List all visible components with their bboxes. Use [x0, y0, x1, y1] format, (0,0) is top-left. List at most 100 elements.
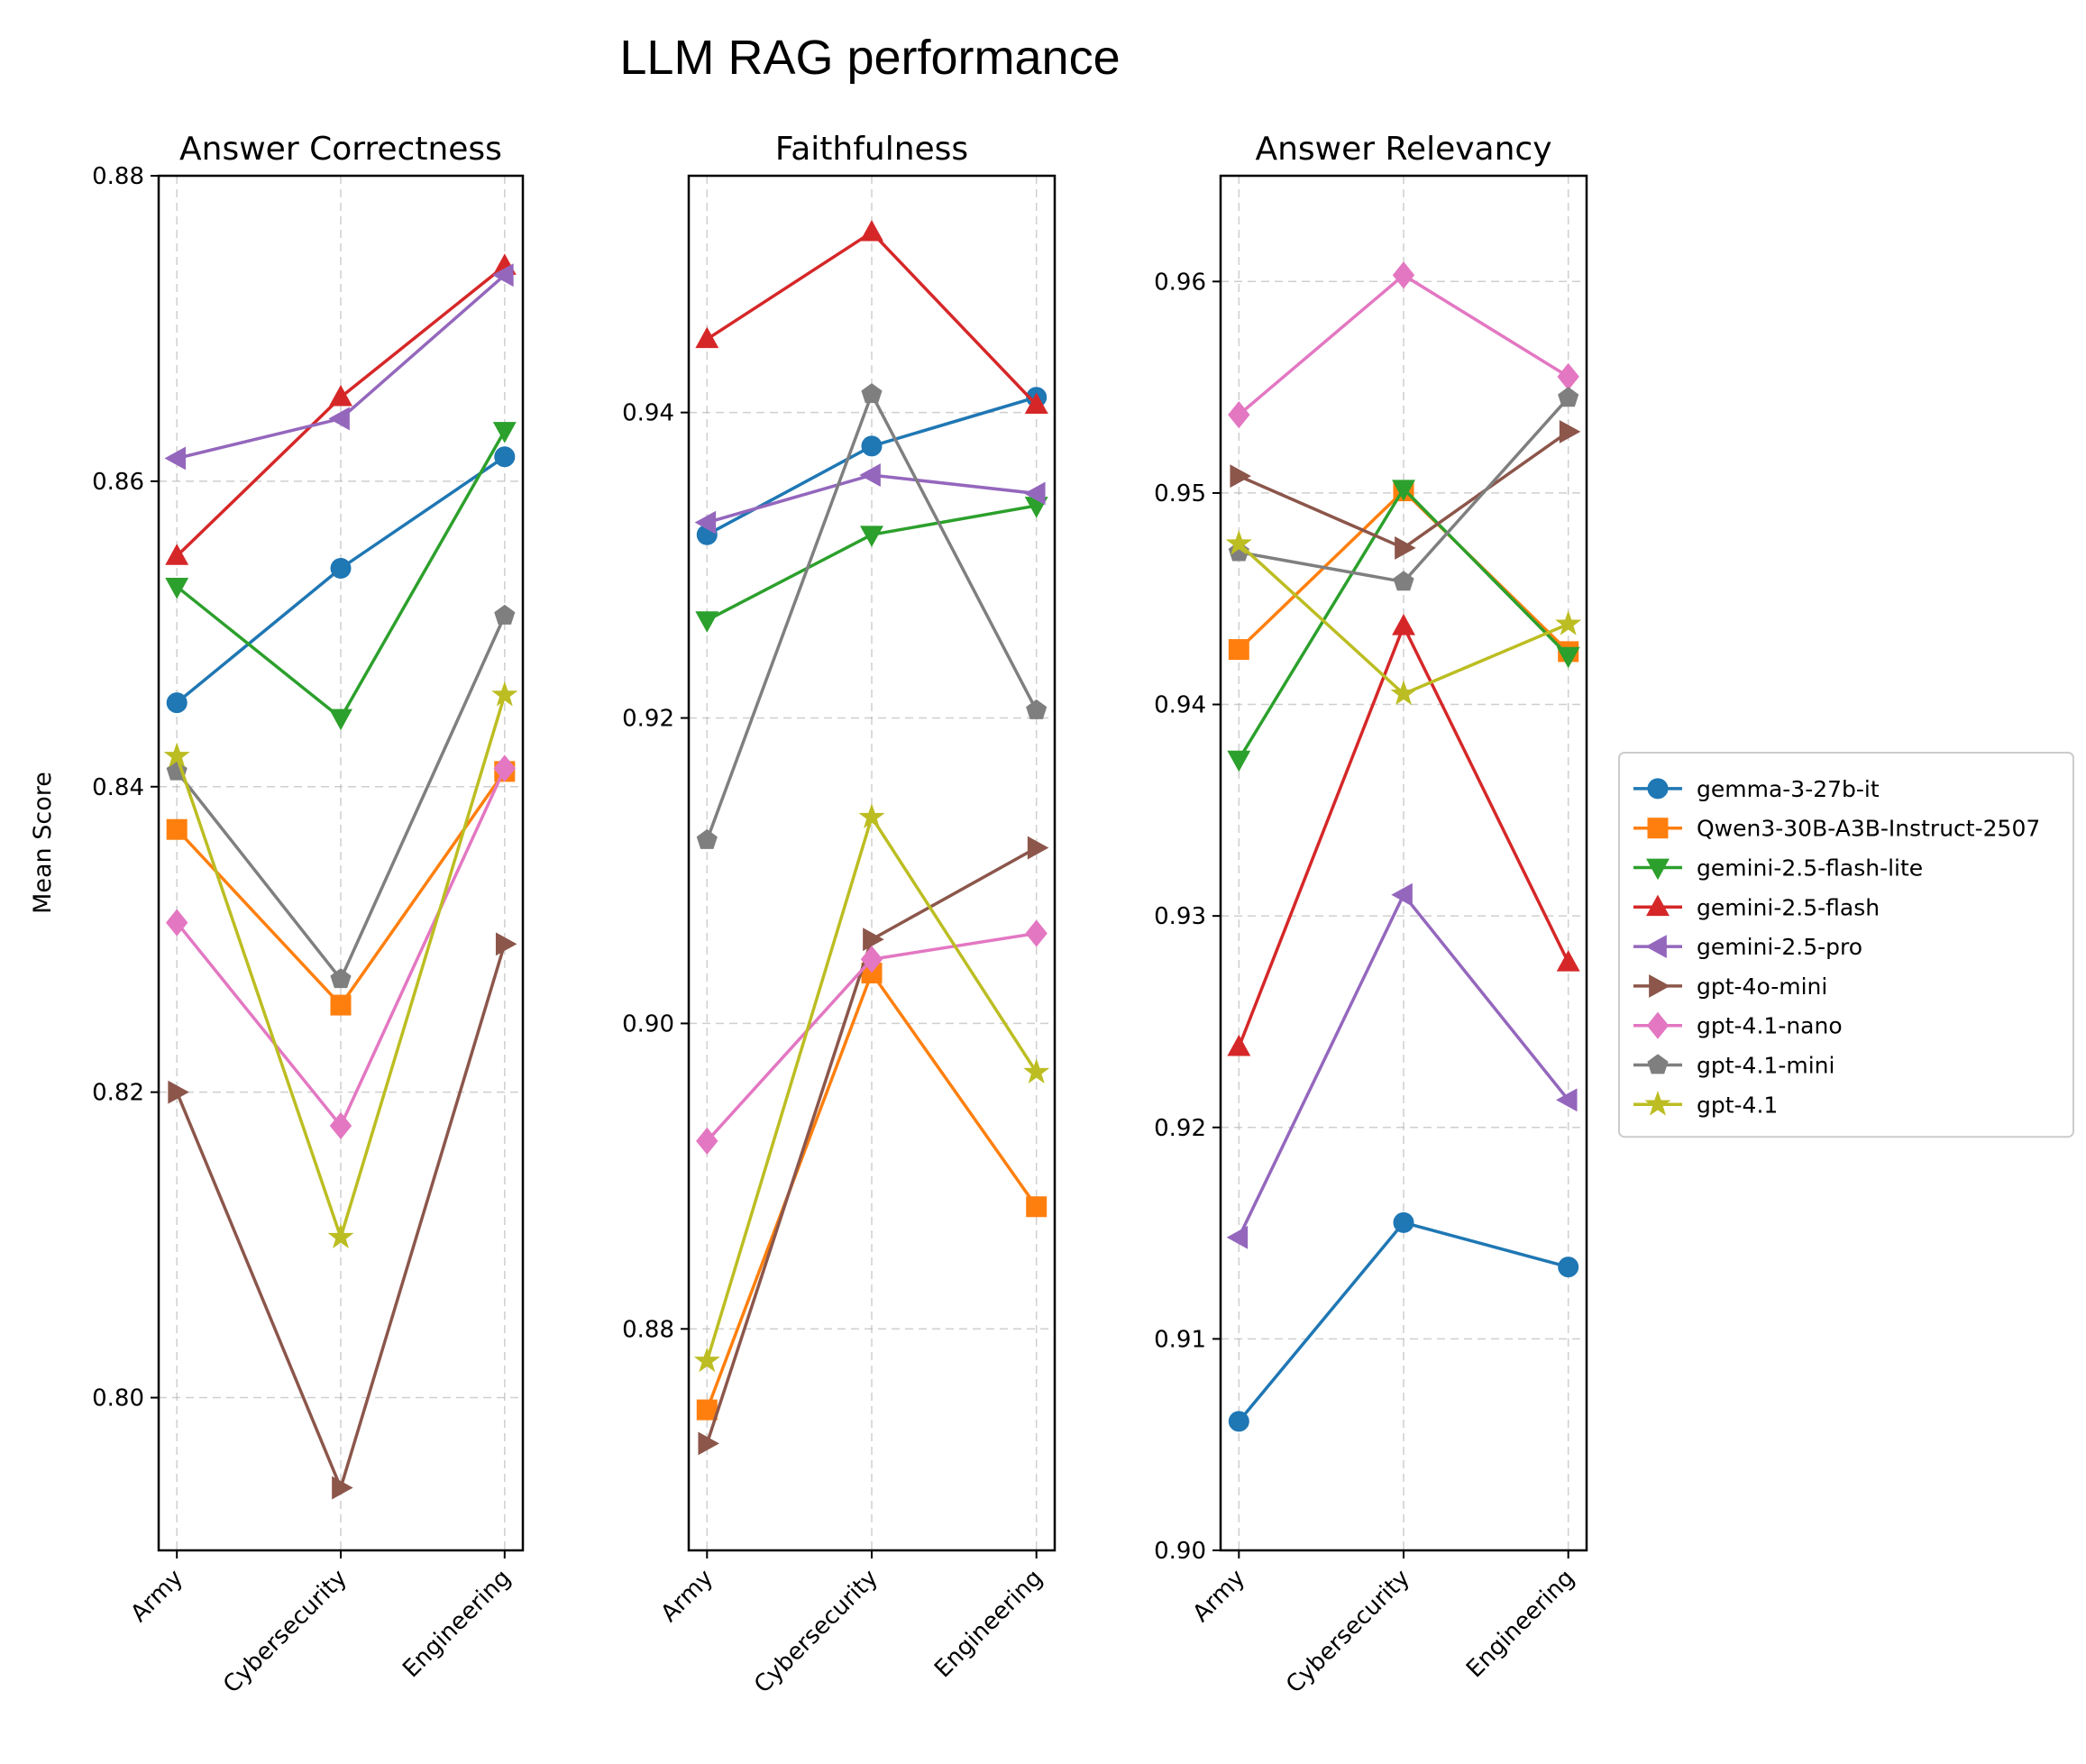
x-tick-label: Cybersecurity: [749, 1565, 883, 1699]
x-tick-label: Cybersecurity: [218, 1565, 352, 1699]
series-gpt-4-1-nano: [696, 919, 1048, 1155]
y-tick-label: 0.90: [622, 1010, 674, 1037]
data-point: [1557, 362, 1579, 390]
legend-label: gpt-4.1-nano: [1697, 1013, 1843, 1039]
series-gemini-2-5-pro: [694, 463, 1046, 535]
data-point: [163, 742, 190, 768]
data-point: [1392, 614, 1415, 635]
y-tick-label: 0.92: [622, 706, 674, 733]
y-tick-label: 0.90: [1154, 1538, 1206, 1565]
series-gpt-4-1: [163, 681, 518, 1248]
data-point: [494, 604, 516, 625]
legend-marker: [1646, 894, 1670, 917]
legend-entry-gpt-4o-mini: gpt-4o-mini: [1633, 973, 1827, 1000]
legend-entry-gpt-4-1-nano: gpt-4.1-nano: [1633, 1011, 1843, 1039]
series-gpt-4-1-mini: [1228, 387, 1579, 591]
series-gemini-2-5-flash-lite: [1227, 480, 1580, 772]
series-gemini-2-5-flash: [695, 220, 1048, 415]
subplot-title: Faithfulness: [775, 131, 968, 168]
data-point: [332, 1476, 353, 1500]
data-point: [493, 754, 516, 782]
data-point: [1227, 1034, 1251, 1056]
figure-title: LLM RAG performance: [619, 31, 1120, 85]
data-point: [1395, 535, 1416, 560]
data-point: [165, 544, 189, 565]
data-point: [861, 383, 883, 404]
data-point: [1024, 481, 1046, 506]
data-point: [1558, 387, 1579, 407]
data-point: [329, 1111, 352, 1140]
y-tick-label: 0.95: [1154, 480, 1206, 507]
y-tick-label: 0.96: [1154, 269, 1206, 296]
data-point: [1559, 419, 1581, 443]
legend-entry-gemini-2-5-flash-lite: gemini-2.5-flash-lite: [1633, 855, 1923, 882]
data-point: [328, 407, 350, 431]
data-point: [1555, 610, 1582, 635]
legend: gemma-3-27b-it Qwen3-30B-A3B-Instruct-250…: [1618, 752, 2074, 1138]
legend-marker: [1647, 778, 1669, 800]
data-point: [860, 946, 883, 973]
data-point: [1393, 1211, 1414, 1233]
data-point: [1556, 1088, 1578, 1112]
data-point: [1392, 261, 1415, 289]
data-point: [861, 435, 883, 457]
x-tick-label: Army: [1187, 1565, 1250, 1628]
data-point: [863, 928, 884, 952]
data-point: [695, 611, 719, 633]
series-line: [1237, 892, 1570, 1238]
legend-entry-gemini-2-5-pro: gemini-2.5-pro: [1633, 934, 1862, 960]
legend-marker: [1647, 1054, 1669, 1074]
legend-box: [1618, 752, 2074, 1138]
x-tick-label: Engineering: [1461, 1565, 1580, 1684]
data-point: [1556, 646, 1580, 669]
subplot-faithfulness: Faithfulness 0.88 0.90 0.92 0.94 Army Cybersec…: [622, 131, 1057, 1699]
x-tick-label: Army: [655, 1565, 718, 1628]
data-point: [329, 708, 352, 731]
data-point: [330, 994, 352, 1016]
data-point: [492, 422, 517, 443]
x-tick-label: Cybersecurity: [1281, 1565, 1415, 1699]
y-tick-label: 0.82: [92, 1080, 144, 1107]
series-gemma-3-27b-it: [166, 446, 516, 714]
subplot-title: Answer Relevancy: [1255, 131, 1551, 168]
data-point: [1025, 919, 1048, 947]
legend-label: gpt-4.1: [1697, 1092, 1778, 1118]
data-point: [492, 263, 514, 288]
y-tick-label: 0.94: [622, 400, 674, 427]
data-point: [859, 463, 881, 488]
y-tick-label: 0.80: [92, 1385, 144, 1412]
legend-marker: [1644, 1091, 1671, 1116]
data-point: [696, 1399, 718, 1421]
subplot-answer-relevancy: Answer Relevancy 0.90 0.91 0.92 0.93 0.94 0.95…: [1154, 131, 1588, 1699]
y-tick-label: 0.93: [1154, 903, 1206, 930]
data-point: [330, 968, 352, 989]
legend-label: gemma-3-27b-it: [1697, 776, 1880, 802]
data-point: [1391, 882, 1413, 907]
data-point: [1023, 1058, 1050, 1083]
subplot-answer-correctness: Answer Correctness 0.80 0.82 0.84 0.86 0.88 Ar…: [92, 131, 525, 1699]
data-point: [164, 446, 187, 471]
legend-label: gemini-2.5-flash-lite: [1697, 855, 1923, 882]
data-point: [1228, 401, 1250, 429]
series-gpt-4-1-mini: [696, 383, 1048, 849]
legend-marker: [1647, 818, 1669, 839]
y-tick-label: 0.84: [92, 774, 144, 801]
legend-label: gemini-2.5-flash: [1697, 894, 1880, 920]
legend-label: gpt-4o-mini: [1697, 973, 1827, 1000]
series-gemini-2-5-flash-lite: [165, 422, 517, 731]
legend-entry-gemini-2-5-flash: gemini-2.5-flash: [1633, 894, 1880, 920]
data-point: [1026, 1196, 1048, 1218]
data-point: [327, 1223, 354, 1248]
data-point: [491, 681, 518, 707]
legend-marker: [1646, 858, 1670, 881]
data-point: [694, 510, 717, 535]
data-point: [495, 932, 517, 956]
data-point: [165, 577, 189, 599]
series-gpt-4-1: [693, 803, 1050, 1373]
data-point: [1230, 464, 1251, 489]
y-tick-label: 0.94: [1154, 692, 1206, 719]
series-gemma-3-27b-it: [1228, 1211, 1579, 1432]
data-point: [1228, 639, 1249, 661]
data-point: [166, 818, 188, 840]
y-tick-label: 0.86: [92, 469, 144, 496]
